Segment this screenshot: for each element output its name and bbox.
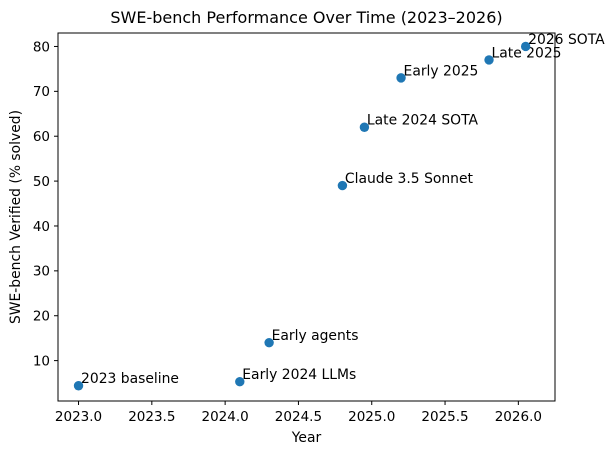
data-point bbox=[520, 41, 531, 52]
data-point bbox=[484, 55, 494, 65]
point-label: 2023 baseline bbox=[81, 371, 179, 387]
x-tick-label: 2025.0 bbox=[348, 409, 395, 425]
point-label: Claude 3.5 Sonnet bbox=[345, 171, 474, 187]
y-tick-label: 60 bbox=[33, 129, 50, 145]
y-tick-label: 40 bbox=[33, 219, 50, 235]
y-tick-label: 20 bbox=[33, 309, 50, 325]
y-tick-label: 10 bbox=[33, 353, 50, 369]
point-label: Early 2025 bbox=[404, 63, 479, 79]
x-tick-label: 2024.0 bbox=[202, 409, 249, 425]
data-point bbox=[396, 73, 406, 83]
x-tick-label: 2024.5 bbox=[275, 409, 322, 425]
y-tick-label: 50 bbox=[33, 174, 50, 190]
plot-area: 2023.0 2023.5 2024.0 2024.5 2025.0 2025.5 2026… bbox=[33, 32, 605, 425]
data-point bbox=[359, 122, 370, 132]
x-tick-label: 2023.5 bbox=[128, 409, 175, 425]
y-tick-label: 30 bbox=[33, 264, 50, 280]
data-point bbox=[264, 337, 274, 348]
point-label: Early 2024 LLMs bbox=[242, 367, 356, 383]
x-tick-label: 2025.5 bbox=[421, 409, 468, 425]
data-point bbox=[337, 180, 348, 191]
data-point bbox=[235, 377, 245, 387]
y-axis-label: SWE-bench Verified (% solved) bbox=[8, 110, 24, 324]
point-label: Early agents bbox=[272, 328, 359, 344]
data-point bbox=[73, 381, 84, 391]
x-tick-label: 2023.0 bbox=[55, 409, 102, 425]
point-label: 2026 SOTA bbox=[528, 32, 605, 48]
point-label: Late 2024 SOTA bbox=[367, 113, 479, 129]
plot-border bbox=[57, 32, 556, 402]
y-tick-label: 70 bbox=[33, 84, 50, 100]
chart-title: SWE-bench Performance Over Time (2023–20… bbox=[110, 8, 502, 27]
x-axis-label: Year bbox=[291, 430, 322, 446]
x-tick-label: 2026.0 bbox=[495, 409, 542, 425]
y-tick-label: 80 bbox=[33, 39, 50, 55]
point-label: Late 2025 bbox=[492, 45, 562, 61]
